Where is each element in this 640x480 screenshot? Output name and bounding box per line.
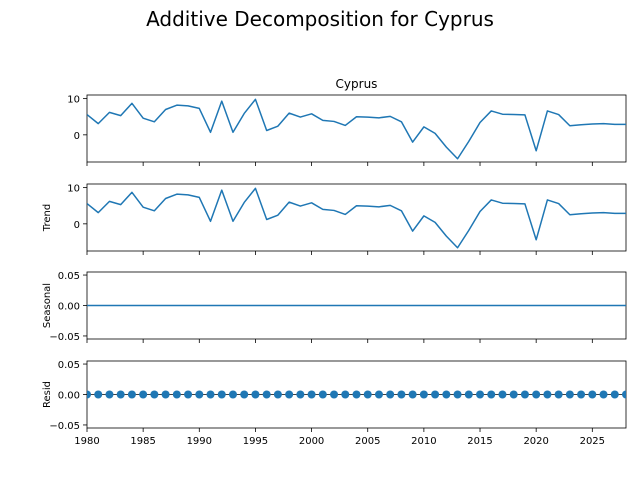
data-point — [397, 390, 406, 399]
panels-group: 010Cyprus010Trend−0.050.000.05Seasonal−0… — [42, 77, 627, 447]
data-point — [374, 390, 383, 399]
y-axis-label: Trend — [42, 204, 53, 232]
data-point — [172, 390, 181, 399]
y-tick-label: 0.00 — [58, 391, 80, 402]
data-point — [520, 390, 529, 399]
data-point — [599, 390, 608, 399]
data-point — [442, 390, 451, 399]
y-tick-label: 10 — [67, 184, 80, 195]
data-point — [206, 390, 215, 399]
data-point — [543, 390, 552, 399]
data-point — [150, 390, 159, 399]
data-point — [341, 390, 350, 399]
x-tick-label: 2010 — [411, 436, 436, 447]
data-point — [240, 390, 249, 399]
y-tick-label: −0.05 — [49, 421, 80, 432]
data-point — [262, 390, 271, 399]
x-tick-label: 2020 — [523, 436, 548, 447]
panel-2: 0 10 Trend — [42, 183, 627, 255]
data-point — [419, 390, 428, 399]
data-point — [565, 390, 574, 399]
x-tick-label: 1990 — [187, 436, 212, 447]
data-point — [296, 390, 305, 399]
data-point — [273, 390, 282, 399]
y-tick-label: 0 — [74, 131, 80, 142]
data-point — [105, 390, 114, 399]
data-point — [588, 390, 597, 399]
figure-title: Additive Decomposition for Cyprus — [146, 7, 494, 31]
data-point — [498, 390, 507, 399]
panel-3: −0.05 0.00 0.05 Seasonal — [42, 271, 627, 343]
data-point — [161, 390, 170, 399]
data-point — [577, 390, 586, 399]
y-axis-label: Seasonal — [42, 283, 53, 328]
data-point — [509, 390, 518, 399]
data-point — [184, 390, 193, 399]
series-line — [87, 98, 626, 160]
data-point — [476, 390, 485, 399]
data-point — [94, 390, 103, 399]
data-point — [408, 390, 417, 399]
data-point — [330, 390, 339, 399]
y-tick-label: 0.05 — [58, 360, 80, 371]
panel-title: Cyprus — [336, 77, 378, 91]
data-point — [453, 390, 462, 399]
data-point — [127, 390, 136, 399]
y-axis-label: Resid — [42, 381, 53, 408]
data-point — [363, 390, 372, 399]
data-point — [217, 390, 226, 399]
data-point — [386, 390, 395, 399]
data-point — [285, 390, 294, 399]
x-tick-label: 1980 — [74, 436, 99, 447]
panel-1: 0 10 Cyprus — [67, 77, 627, 166]
data-point — [87, 390, 91, 399]
y-tick-label: 0.05 — [58, 271, 80, 282]
x-tick-label: 1995 — [243, 436, 268, 447]
data-point — [554, 390, 563, 399]
x-tick-label: 2025 — [580, 436, 605, 447]
data-point — [251, 390, 260, 399]
data-point — [307, 390, 316, 399]
series-group — [87, 390, 626, 399]
data-point — [610, 390, 619, 399]
data-point — [228, 390, 237, 399]
data-point — [431, 390, 440, 399]
y-tick-label: −0.05 — [49, 332, 80, 343]
x-tick-label: 1985 — [130, 436, 155, 447]
data-point — [464, 390, 473, 399]
data-point — [195, 390, 204, 399]
x-tick-label: 2005 — [355, 436, 380, 447]
x-tick-label: 2015 — [467, 436, 492, 447]
series-group — [87, 98, 626, 160]
data-point — [139, 390, 148, 399]
data-point — [318, 390, 327, 399]
data-point — [352, 390, 361, 399]
data-point — [532, 390, 541, 399]
data-point — [116, 390, 125, 399]
series-line — [87, 187, 626, 249]
y-tick-label: 0 — [74, 220, 80, 231]
panel-4: −0.05 0.00 0.05 Resid 1980 1985 1990 1995 2000 20… — [42, 360, 627, 447]
data-point — [487, 390, 496, 399]
data-point — [622, 390, 626, 399]
y-tick-label: 0.00 — [58, 302, 80, 313]
axes-frame — [86, 94, 627, 163]
y-tick-label: 10 — [67, 95, 80, 106]
series-group — [87, 187, 626, 249]
x-tick-label: 2000 — [299, 436, 324, 447]
axes-frame — [86, 183, 627, 252]
